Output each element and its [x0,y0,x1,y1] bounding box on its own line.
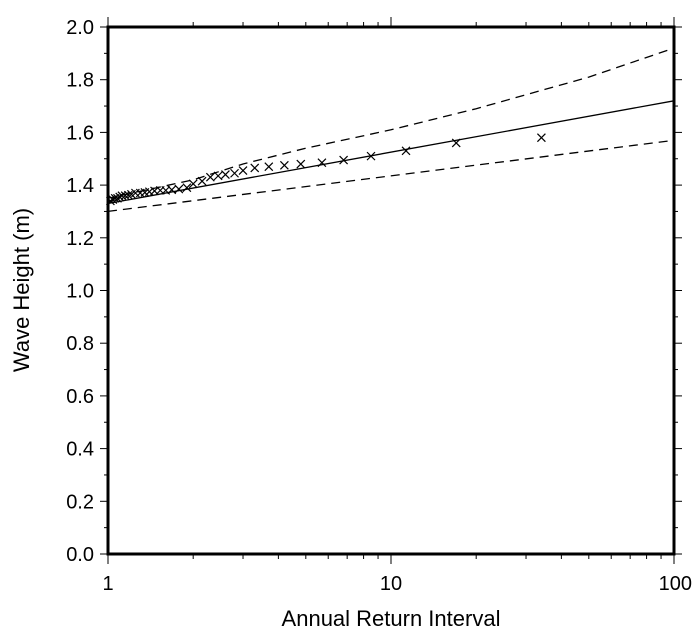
axis-ticks [100,17,682,564]
y-tick-label: 0.8 [66,333,94,355]
y-tick-label: 0.6 [66,386,94,408]
y-tick-label: 1.4 [66,175,94,197]
y-tick-label: 0.4 [66,439,94,461]
data-point-x-marker [339,155,349,165]
data-point-x-marker [238,166,248,176]
data-point-x-marker [213,171,223,181]
data-point-x-marker [188,179,198,189]
data-point-x-marker [174,184,184,194]
data-point-x-marker [167,185,177,195]
y-tick-label: 1.0 [66,281,94,303]
data-point-x-marker [366,151,376,161]
y-tick-label: 1.2 [66,228,94,250]
x-axis-label: Annual Return Interval [282,606,501,631]
data-point-x-marker [264,162,274,172]
y-axis-label: Wave Height (m) [9,208,34,372]
data-point-x-marker [221,170,230,179]
confidence-bound-line [107,139,675,213]
y-tick-label: 0.2 [66,491,94,513]
tick-labels: 0.0 0.2 0.4 0.6 0.8 1.0 1.2 1.4 1.6 1.8 2.0 1 10 100 [66,17,692,595]
data-point-x-marker [296,159,306,169]
data-point-x-marker [250,163,260,173]
y-tick-label: 1.6 [66,122,94,144]
data-point-x-marker [115,192,125,202]
plot-series [106,47,675,213]
data-point-x-marker [182,183,192,193]
x-tick-label: 10 [380,573,402,595]
y-tick-label: 2.0 [66,17,94,39]
y-tick-label: 0.0 [66,544,94,566]
data-point-x-marker [536,133,546,143]
data-point-x-marker [230,168,239,178]
x-tick-label: 100 [659,573,692,595]
plot-frame [106,25,676,556]
data-point-x-marker [451,138,461,148]
data-point-x-marker [401,146,411,156]
data-point-x-marker [279,160,289,170]
data-point-x-marker [197,176,207,186]
data-point-x-marker [317,158,327,168]
y-tick-label: 1.8 [66,70,94,92]
data-point-x-marker [113,193,122,203]
confidence-bound-line [107,47,675,199]
data-point-x-marker [123,190,133,200]
data-point-x-marker [205,172,215,182]
x-tick-label: 1 [102,573,113,595]
fit-line [107,100,675,205]
